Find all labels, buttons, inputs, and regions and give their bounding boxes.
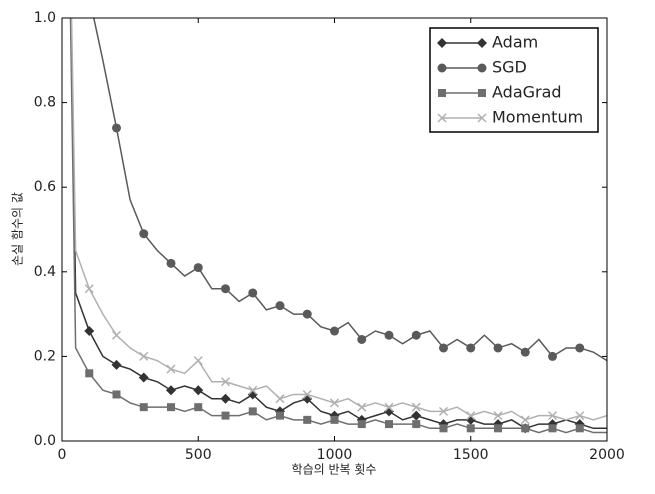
marker: [221, 284, 230, 294]
x-tick-label: 1000: [317, 447, 353, 463]
marker: [303, 415, 312, 424]
legend-label: AdaGrad: [492, 83, 562, 102]
marker: [477, 113, 487, 123]
marker: [548, 424, 557, 433]
marker: [84, 326, 95, 337]
marker: [493, 343, 503, 353]
marker: [167, 403, 175, 412]
marker: [275, 394, 285, 404]
marker: [166, 258, 176, 268]
marker: [276, 411, 284, 420]
marker: [302, 309, 312, 319]
marker: [85, 0, 94, 1]
legend-label: SGD: [492, 58, 527, 77]
marker: [575, 343, 585, 353]
marker: [411, 402, 421, 412]
legend-label: Momentum: [492, 108, 583, 127]
marker: [520, 347, 530, 357]
marker: [221, 411, 230, 420]
marker: [466, 411, 476, 421]
marker: [112, 390, 121, 399]
marker: [438, 406, 449, 416]
marker: [139, 229, 149, 239]
marker: [194, 403, 203, 412]
marker: [138, 372, 149, 383]
marker: [437, 63, 447, 73]
marker: [139, 403, 148, 412]
y-tick-label: 0.8: [34, 95, 56, 111]
marker: [411, 410, 422, 421]
x-tick-label: 2000: [589, 447, 625, 463]
marker: [139, 351, 149, 361]
marker: [248, 288, 258, 298]
marker: [521, 424, 530, 433]
marker: [85, 369, 94, 378]
x-tick-label: 500: [185, 447, 212, 463]
marker: [520, 415, 530, 425]
marker: [437, 113, 447, 123]
y-tick-label: 0.6: [34, 179, 56, 195]
marker: [575, 411, 585, 421]
marker: [84, 284, 94, 294]
marker: [466, 424, 475, 433]
legend-box: [429, 27, 599, 133]
marker: [357, 420, 366, 429]
marker: [330, 415, 339, 424]
marker: [193, 356, 203, 366]
marker: [437, 38, 447, 48]
marker: [384, 330, 394, 340]
legend-label: Adam: [492, 33, 538, 52]
marker: [193, 263, 203, 273]
marker: [478, 89, 486, 97]
marker: [248, 385, 258, 395]
marker: [548, 351, 557, 361]
y-tick-label: 0.2: [34, 348, 56, 364]
y-tick-label: 0.0: [34, 433, 56, 449]
marker: [220, 377, 231, 387]
marker: [111, 330, 122, 340]
marker: [439, 424, 448, 433]
y-axis-label: 손실 함수의 값: [11, 192, 25, 266]
marker: [111, 359, 122, 370]
marker: [384, 402, 394, 412]
y-tick-label: 0.4: [34, 264, 56, 280]
marker: [466, 343, 476, 353]
x-tick-label: 0: [58, 447, 67, 463]
marker: [411, 330, 421, 340]
marker: [477, 63, 487, 73]
plot-area: [69, 0, 607, 434]
marker: [438, 89, 446, 97]
marker: [329, 398, 340, 408]
marker: [493, 411, 503, 421]
marker: [275, 301, 285, 311]
marker: [166, 364, 176, 374]
marker: [112, 123, 121, 133]
marker: [494, 424, 502, 433]
marker: [477, 38, 487, 48]
x-axis-label: 학습의 반복 횟수: [292, 463, 377, 477]
marker: [248, 407, 257, 416]
marker: [357, 402, 367, 412]
marker: [302, 389, 312, 400]
marker: [357, 334, 367, 344]
marker: [439, 343, 448, 353]
marker: [385, 420, 393, 429]
marker: [166, 385, 176, 396]
marker: [575, 424, 584, 433]
y-tick-label: 1.0: [34, 10, 56, 26]
marker: [220, 393, 231, 404]
marker: [330, 326, 339, 336]
marker: [412, 420, 421, 429]
x-tick-label: 1500: [453, 447, 489, 463]
marker: [193, 385, 204, 396]
marker: [547, 411, 558, 421]
